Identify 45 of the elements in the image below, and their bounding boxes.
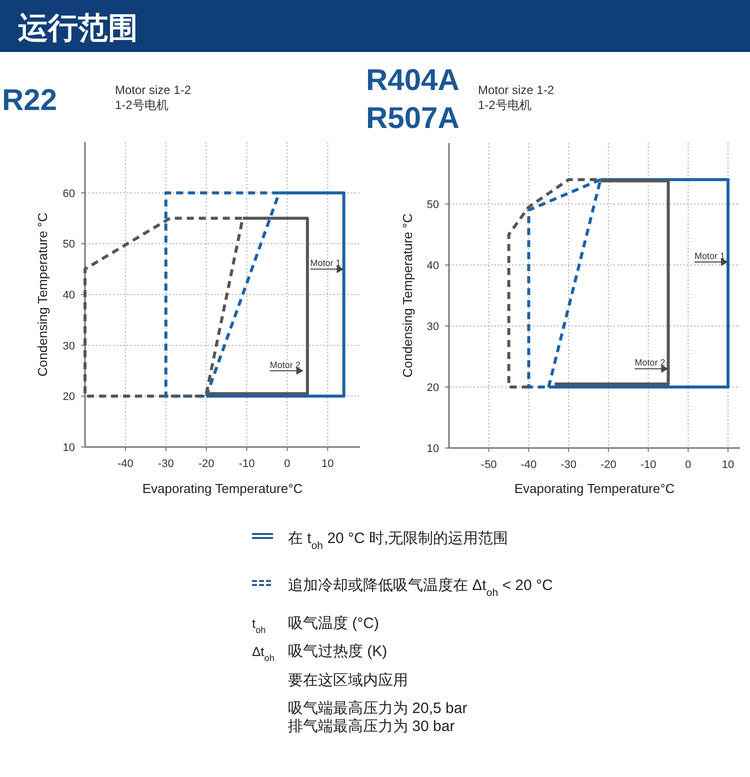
- annotation: Motor 2: [634, 358, 666, 368]
- x-tick-label: 10: [722, 459, 734, 471]
- x-tick-label: -30: [158, 458, 174, 470]
- x-tick-label: 10: [322, 458, 334, 470]
- x-tick-label: -30: [560, 459, 577, 471]
- y-tick-label: 20: [62, 391, 75, 404]
- y-axis-title: Condensing Temperature °C: [35, 212, 50, 376]
- y-tick-label: 60: [62, 188, 75, 200]
- text: 运行范围: [17, 12, 138, 45]
- x-axis-title: Evaporating Temperature°C: [142, 481, 303, 496]
- text: t$_{oh}$: [252, 616, 266, 635]
- x-tick-label: -10: [238, 458, 255, 470]
- chart-subtitle: Motor size 1-2 1-2号电机: [115, 83, 192, 112]
- text: 在 t$_{oh}$ 20 °C 时,无限制的运用范围: [288, 530, 508, 552]
- chart-subtitle: Motor size 1-2 1-2号电机: [478, 83, 554, 112]
- chart-title: R22: [2, 84, 58, 117]
- y-axis-title: Condensing Temperature °C: [400, 214, 415, 378]
- x-tick-label: -20: [198, 458, 214, 470]
- y-tick-label: 50: [62, 238, 75, 251]
- annotation: Motor 1: [694, 250, 726, 261]
- y-tick-label: 10: [62, 442, 75, 454]
- x-axis-title: Evaporating Temperature°C: [514, 481, 675, 496]
- text: 要在这区域内应用: [288, 672, 408, 689]
- x-tick-label: 0: [685, 459, 692, 471]
- y-tick-label: 10: [426, 443, 439, 455]
- y-tick-label: 40: [426, 260, 439, 272]
- annotation: Motor 1: [310, 258, 341, 268]
- y-tick-label: 20: [426, 382, 439, 394]
- x-tick-label: -40: [117, 458, 134, 470]
- x-tick-label: 0: [284, 458, 290, 470]
- text: 吸气过热度 (K): [288, 643, 388, 660]
- x-tick-label: -50: [480, 459, 497, 471]
- text: 吸气温度 (°C): [288, 615, 379, 632]
- chart-title: R404A R507A: [366, 64, 460, 135]
- text: Δt$_{oh}$: [252, 644, 274, 663]
- x-tick-label: -20: [600, 459, 616, 471]
- text: 吸气端最高压力为 20,5 bar: [288, 700, 468, 717]
- text: 排气端最高压力为 30 bar: [288, 718, 455, 735]
- y-tick-label: 30: [62, 340, 75, 352]
- y-tick-label: 50: [426, 199, 439, 211]
- y-tick-label: 30: [426, 321, 439, 333]
- text: 追加冷却或降低吸气温度在 Δt$_{oh}$ < 20 °C: [288, 577, 553, 599]
- x-tick-label: -40: [520, 459, 537, 471]
- y-tick-label: 40: [62, 290, 75, 302]
- x-tick-label: -10: [640, 459, 656, 471]
